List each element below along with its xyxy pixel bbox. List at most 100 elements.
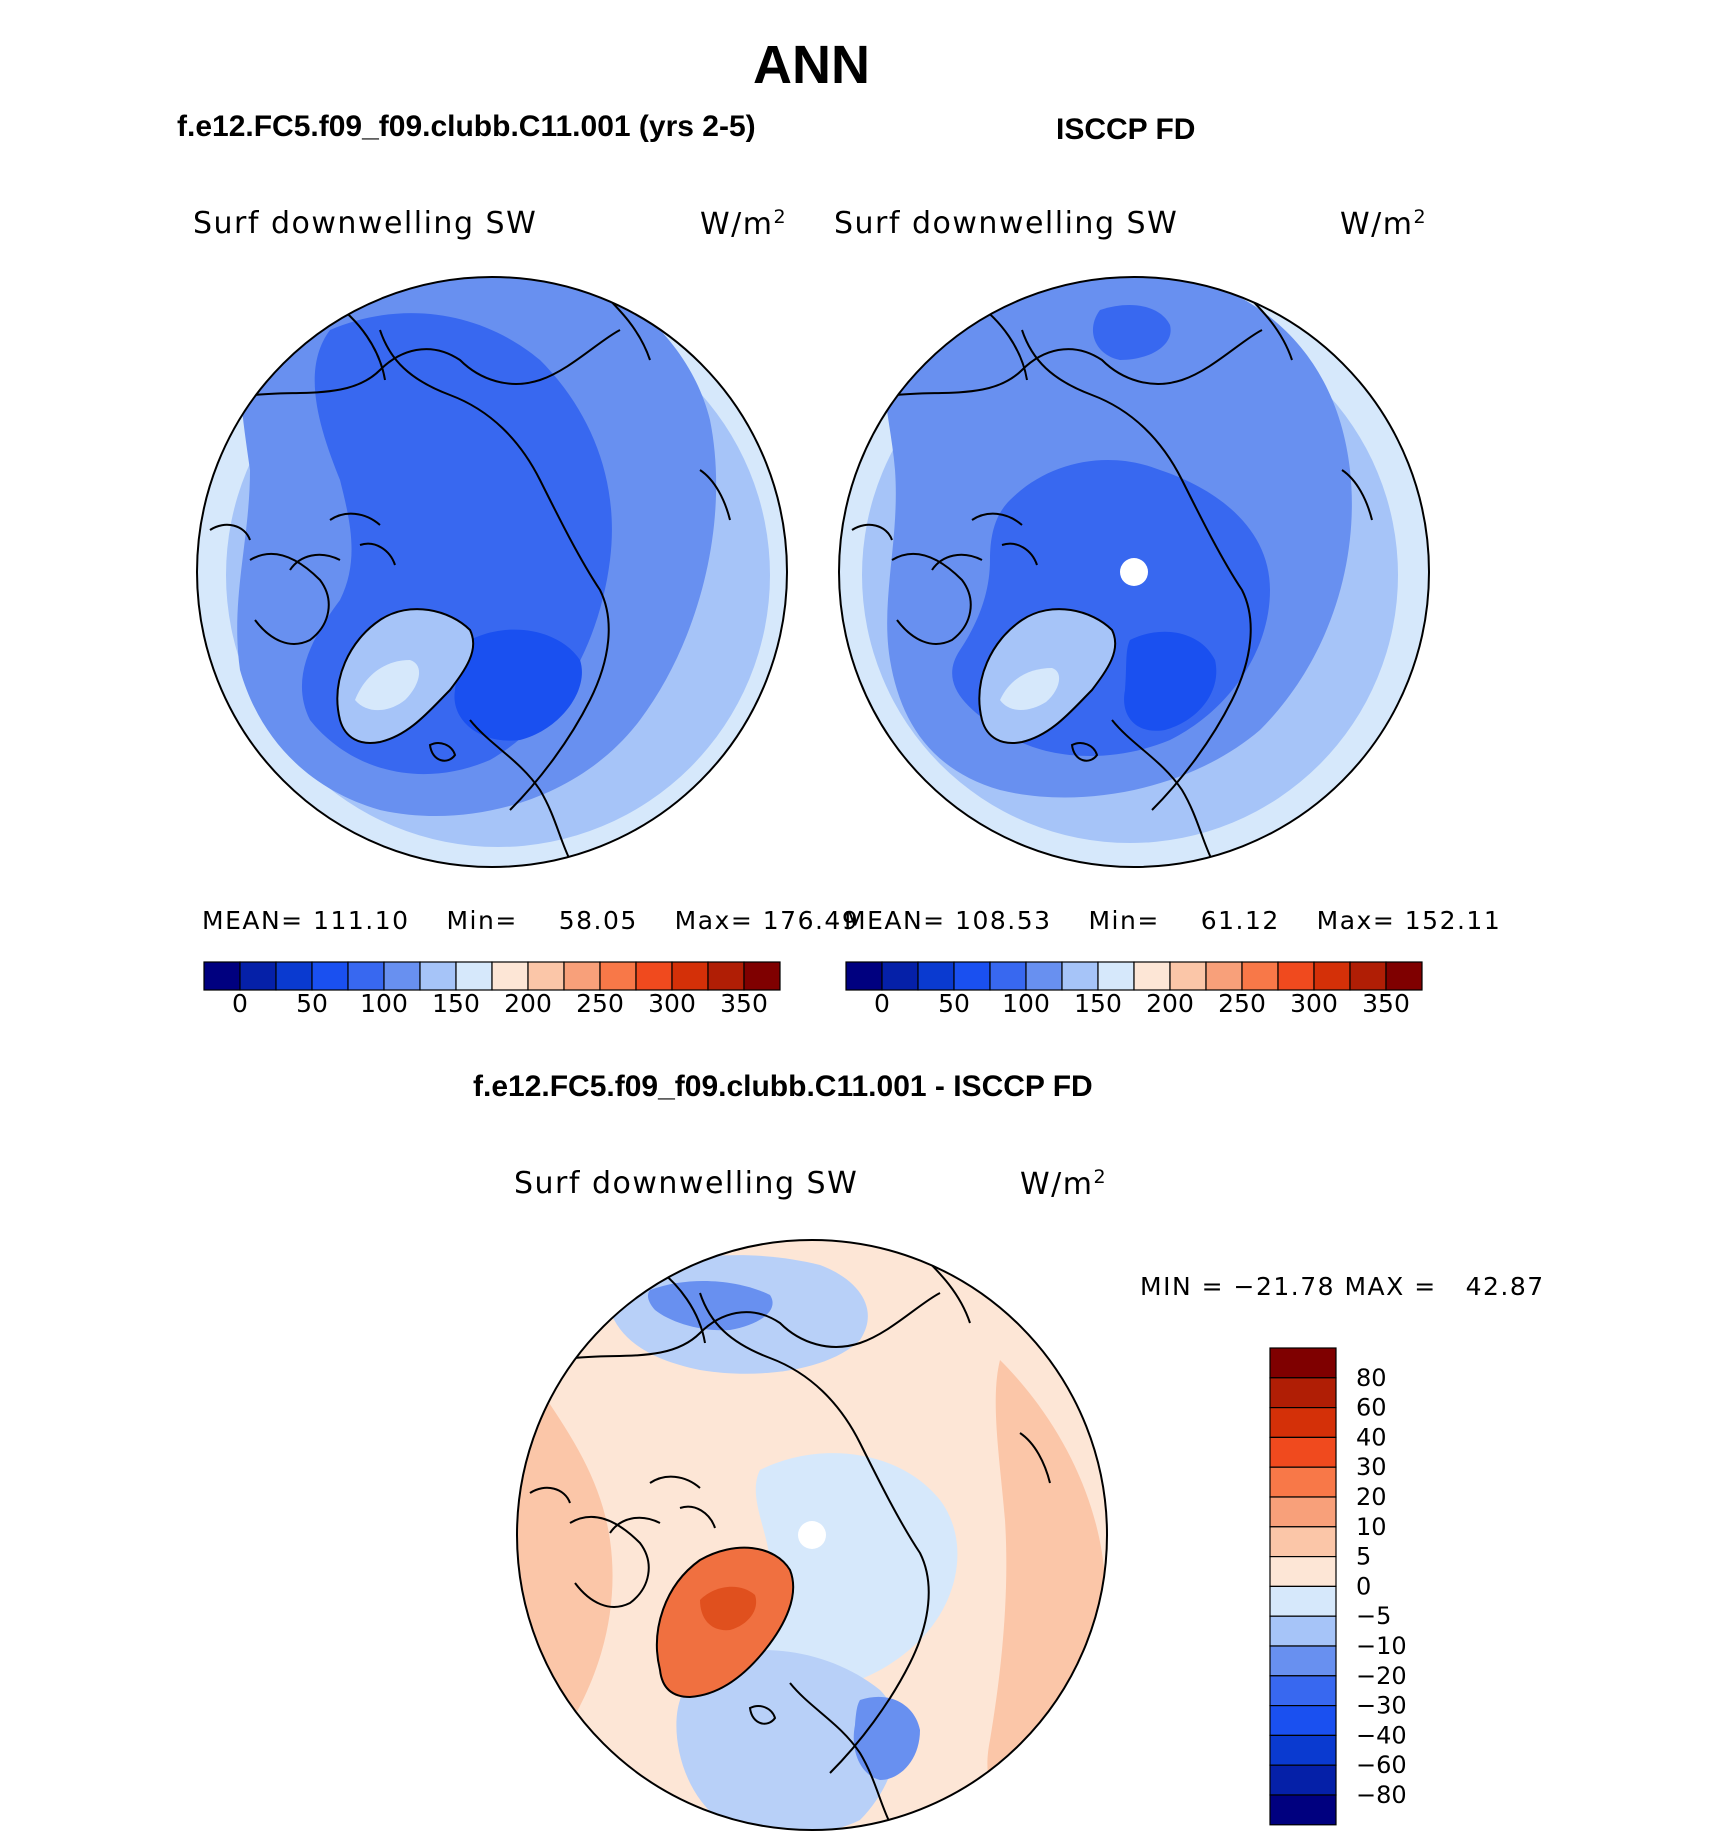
obs-colorbar-box bbox=[1025, 961, 1063, 991]
model-colorbar-tick-label: 50 bbox=[296, 989, 328, 1018]
model-colorbar-tick-label: 350 bbox=[720, 989, 768, 1018]
diff-colorbar-box bbox=[1269, 1406, 1337, 1438]
diff-colorbar-tick-label: −40 bbox=[1356, 1721, 1407, 1749]
obs-field-deep2 bbox=[1092, 305, 1171, 360]
model-colorbar-box bbox=[311, 961, 349, 991]
obs-colorbar-box bbox=[1169, 961, 1207, 991]
model-colorbar-tick-label: 150 bbox=[432, 989, 480, 1018]
diff-colorbar-box bbox=[1269, 1585, 1337, 1617]
model-units-exp: 2 bbox=[773, 206, 788, 228]
model-stats: MEAN= 111.10 Min= 58.05 Max= 176.49 bbox=[202, 906, 859, 935]
obs-map bbox=[838, 276, 1430, 868]
diff-colorbar-tick-label: −10 bbox=[1356, 1632, 1407, 1660]
obs-max-label: Max= bbox=[1316, 906, 1396, 935]
model-min-label: Min= bbox=[446, 906, 518, 935]
diff-colorbar-box bbox=[1269, 1794, 1337, 1826]
diff-neg-south-dark bbox=[853, 1696, 920, 1780]
obs-colorbar: 0 50 100 150 200 250 300 350 bbox=[845, 961, 1423, 1018]
diff-neg-north-dark bbox=[647, 1280, 773, 1331]
model-map bbox=[196, 276, 788, 868]
model-colorbar-tick-label: 250 bbox=[576, 989, 624, 1018]
diff-colorbar-tick-label: −60 bbox=[1356, 1751, 1407, 1779]
obs-min-value: 61.12 bbox=[1200, 906, 1280, 935]
diff-colorbar-box bbox=[1269, 1466, 1337, 1498]
obs-colorbar-tick-label: 0 bbox=[874, 989, 890, 1018]
diff-colorbar-box bbox=[1269, 1496, 1337, 1528]
obs-mean-value: 108.53 bbox=[955, 906, 1052, 935]
obs-units-text: W/m bbox=[1340, 207, 1414, 242]
model-colorbar-box bbox=[203, 961, 241, 991]
model-colorbar-tick-label: 100 bbox=[360, 989, 408, 1018]
model-colorbar-box bbox=[635, 961, 673, 991]
diff-map-outline bbox=[516, 1239, 1108, 1831]
model-units-text: W/m bbox=[700, 207, 774, 242]
diff-colorbar-tick-label: 20 bbox=[1356, 1483, 1387, 1511]
model-max-label: Max= bbox=[674, 906, 754, 935]
obs-colorbar-box bbox=[1277, 961, 1315, 991]
diff-colorbar-tick-label: −20 bbox=[1356, 1662, 1407, 1690]
obs-stats: MEAN= 108.53 Min= 61.12 Max= 152.11 bbox=[844, 906, 1501, 935]
diff-colorbar-box bbox=[1269, 1734, 1337, 1766]
model-case-title: f.e12.FC5.f09_f09.clubb.C11.001 (yrs 2-5… bbox=[177, 110, 756, 143]
diff-min-label: MIN = bbox=[1140, 1272, 1225, 1301]
obs-colorbar-box bbox=[1097, 961, 1135, 991]
model-colorbar-box bbox=[347, 961, 385, 991]
obs-colorbar-tick-label: 100 bbox=[1002, 989, 1050, 1018]
model-colorbar-box bbox=[275, 961, 313, 991]
obs-colorbar-tick-label: 250 bbox=[1218, 989, 1266, 1018]
diff-colorbar-box bbox=[1269, 1675, 1337, 1707]
obs-colorbar-box bbox=[881, 961, 919, 991]
obs-max-value: 152.11 bbox=[1404, 906, 1502, 935]
obs-units-label: W/m2 bbox=[1340, 206, 1427, 242]
diff-neg-central bbox=[755, 1453, 958, 1688]
model-colorbar-box bbox=[707, 961, 745, 991]
model-map-outline bbox=[196, 276, 788, 868]
model-colorbar-box bbox=[743, 961, 781, 991]
diff-case-title: f.e12.FC5.f09_f09.clubb.C11.001 - ISCCP … bbox=[473, 1070, 1093, 1103]
page-title: ANN bbox=[753, 35, 870, 95]
diff-variable-label: Surf downwelling SW bbox=[514, 1166, 859, 1201]
diff-units-label: W/m2 bbox=[1020, 1166, 1107, 1202]
model-colorbar-box bbox=[419, 961, 457, 991]
diff-stats: MIN = −21.78 MAX = 42.87 bbox=[1140, 1272, 1545, 1301]
diff-colorbar-box bbox=[1269, 1704, 1337, 1736]
model-variable-label: Surf downwelling SW bbox=[193, 206, 538, 241]
diff-colorbar-box bbox=[1269, 1615, 1337, 1647]
diff-colorbar-tick-label: −80 bbox=[1356, 1781, 1407, 1809]
diff-max-label: MAX = bbox=[1344, 1272, 1437, 1301]
diff-colorbar-box bbox=[1269, 1555, 1337, 1587]
obs-colorbar-box bbox=[1061, 961, 1099, 991]
obs-colorbar-tick-label: 300 bbox=[1290, 989, 1338, 1018]
model-colorbar-box bbox=[671, 961, 709, 991]
obs-colorbar-tick-label: 150 bbox=[1074, 989, 1122, 1018]
obs-colorbar-box bbox=[917, 961, 955, 991]
model-units-label: W/m2 bbox=[700, 206, 787, 242]
model-field-min bbox=[454, 629, 582, 741]
model-colorbar-box bbox=[563, 961, 601, 991]
model-colorbar-box bbox=[491, 961, 529, 991]
model-colorbar: 0 50 100 150 200 250 300 350 bbox=[203, 961, 781, 1018]
model-colorbar-box bbox=[383, 961, 421, 991]
diff-units-exp: 2 bbox=[1093, 1166, 1108, 1188]
obs-colorbar-box bbox=[1385, 961, 1423, 991]
diff-min-value: −21.78 bbox=[1233, 1272, 1336, 1301]
obs-colorbar-box bbox=[989, 961, 1027, 991]
model-mean-label: MEAN= bbox=[202, 906, 304, 935]
diff-colorbar-box bbox=[1269, 1347, 1337, 1379]
diff-colorbar-tick-label: 10 bbox=[1356, 1513, 1387, 1541]
obs-colorbar-box bbox=[1205, 961, 1243, 991]
model-colorbar-box bbox=[599, 961, 637, 991]
obs-variable-label: Surf downwelling SW bbox=[834, 206, 1179, 241]
diff-colorbar-tick-label: 60 bbox=[1356, 1394, 1387, 1422]
diff-colorbar-tick-label: 5 bbox=[1356, 1543, 1371, 1571]
diff-colorbar-box bbox=[1269, 1764, 1337, 1796]
model-colorbar-tick-label: 0 bbox=[232, 989, 248, 1018]
model-min-value: 58.05 bbox=[558, 906, 638, 935]
obs-colorbar-box bbox=[1313, 961, 1351, 991]
diff-max-value: 42.87 bbox=[1465, 1272, 1545, 1301]
obs-map-outline bbox=[838, 276, 1430, 868]
model-colorbar-box bbox=[239, 961, 277, 991]
diff-units-text: W/m bbox=[1020, 1167, 1094, 1202]
